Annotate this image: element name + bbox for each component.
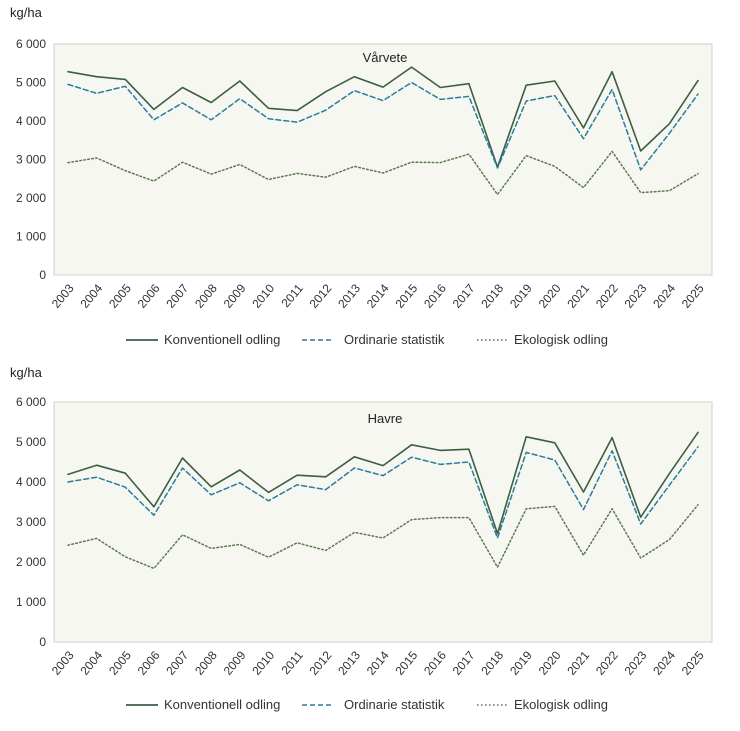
series-line-0	[67, 66, 699, 168]
legend-label: Konventionell odling	[164, 697, 280, 712]
y-tick-label: 1 000	[16, 230, 46, 244]
x-tick-label: 2016	[421, 281, 449, 311]
y-axis-unit: kg/ha	[10, 5, 43, 20]
y-tick-label: 5 000	[16, 435, 46, 449]
x-tick-label: 2003	[49, 648, 77, 678]
x-tick-label: 2005	[106, 648, 134, 678]
series-line-2	[67, 504, 699, 570]
x-tick-label: 2019	[507, 281, 535, 311]
y-tick-label: 6 000	[16, 37, 46, 51]
y-tick-label: 2 000	[16, 191, 46, 205]
x-tick-label: 2013	[335, 648, 363, 678]
x-tick-label: 2004	[77, 648, 105, 678]
legend-label: Konventionell odling	[164, 332, 280, 347]
x-tick-label: 2022	[593, 281, 621, 311]
series-line-2	[67, 150, 699, 196]
y-tick-label: 3 000	[16, 153, 46, 167]
y-axis-unit: kg/ha	[10, 365, 43, 380]
x-tick-label: 2003	[49, 281, 77, 311]
x-tick-label: 2017	[450, 648, 478, 678]
chart-title: Havre	[368, 411, 403, 426]
y-tick-label: 1 000	[16, 595, 46, 609]
y-tick-label: 2 000	[16, 555, 46, 569]
x-tick-label: 2011	[279, 281, 307, 310]
plot-area	[53, 401, 713, 643]
x-tick-label: 2020	[536, 281, 564, 311]
x-tick-label: 2023	[622, 281, 650, 311]
y-tick-label: 6 000	[16, 395, 46, 409]
x-tick-label: 2009	[221, 648, 249, 678]
x-tick-label: 2004	[77, 281, 105, 311]
x-tick-label: 2012	[307, 281, 335, 311]
legend-label: Ordinarie statistik	[344, 697, 445, 712]
chart-havre: kg/ha 0 1 000 2 000 3 000 4 000 5 000 6 000 2003…	[10, 365, 713, 712]
x-tick-label: 2008	[192, 281, 220, 311]
x-tick-label: 2018	[478, 648, 506, 678]
x-tick-label: 2013	[335, 281, 363, 311]
series-line-1	[67, 446, 699, 539]
x-tick-label: 2025	[679, 281, 707, 311]
chart-title: Vårvete	[363, 50, 408, 65]
x-tick-label: 2007	[163, 281, 191, 311]
x-tick-label: 2015	[392, 281, 420, 311]
chart-varvete: kg/ha 0 1 000 2 000 3 000 4 000 5 000 6 000 2003…	[10, 5, 713, 347]
x-tick-label: 2006	[135, 648, 163, 678]
x-tick-label: 2021	[564, 281, 592, 311]
x-tick-label: 2014	[364, 648, 392, 678]
x-tick-label: 2020	[536, 648, 564, 678]
x-tick-label: 2010	[249, 648, 277, 678]
x-tick-label: 2015	[392, 648, 420, 678]
x-tick-label: 2014	[364, 281, 392, 311]
x-tick-label: 2019	[507, 648, 535, 678]
y-tick-label: 0	[39, 268, 46, 282]
series-line-0	[67, 431, 699, 535]
x-tick-label: 2022	[593, 648, 621, 678]
legend-label: Ordinarie statistik	[344, 332, 445, 347]
x-tick-label: 2016	[421, 648, 449, 678]
x-tick-label: 2017	[450, 281, 478, 311]
y-tick-label: 0	[39, 635, 46, 649]
x-tick-label: 2025	[679, 648, 707, 678]
x-tick-label: 2010	[249, 281, 277, 311]
x-tick-label: 2011	[279, 648, 307, 677]
plot-area	[53, 43, 713, 276]
y-tick-label: 4 000	[16, 114, 46, 128]
x-tick-label: 2008	[192, 648, 220, 678]
x-tick-label: 2006	[135, 281, 163, 311]
x-tick-label: 2009	[221, 281, 249, 311]
x-tick-label: 2021	[564, 648, 592, 678]
y-tick-label: 5 000	[16, 76, 46, 90]
x-tick-label: 2018	[478, 281, 506, 311]
x-tick-label: 2024	[650, 648, 678, 678]
x-tick-label: 2005	[106, 281, 134, 311]
x-tick-label: 2012	[307, 648, 335, 678]
x-tick-label: 2007	[163, 648, 191, 678]
y-tick-label: 3 000	[16, 515, 46, 529]
y-tick-label: 4 000	[16, 475, 46, 489]
x-tick-label: 2024	[650, 281, 678, 311]
x-tick-label: 2023	[622, 648, 650, 678]
legend-label: Ekologisk odling	[514, 332, 608, 347]
series-line-1	[67, 81, 699, 171]
legend-label: Ekologisk odling	[514, 697, 608, 712]
